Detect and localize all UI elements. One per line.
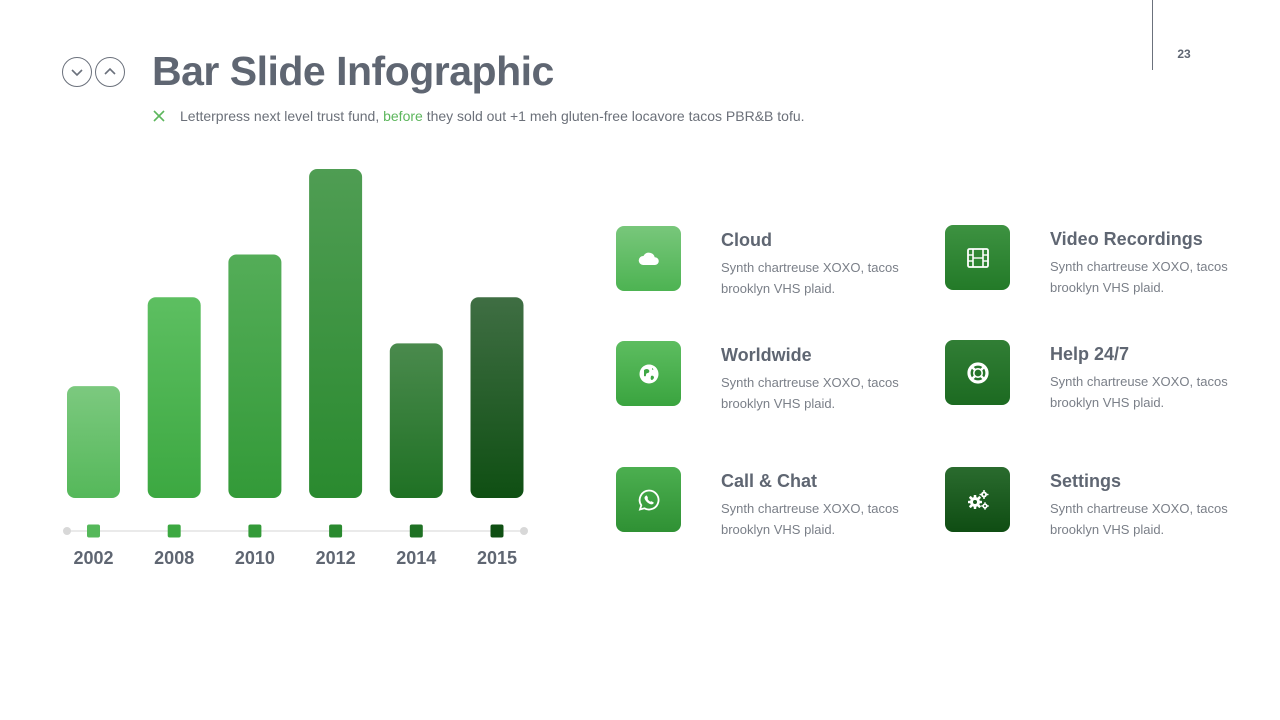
axis-marker <box>329 524 343 538</box>
globe-icon <box>639 364 658 383</box>
cloud-icon-box <box>616 226 681 291</box>
axis-marker <box>409 524 423 538</box>
x-tick-label: 2010 <box>235 548 275 568</box>
axis-marker <box>167 524 181 538</box>
page-number: 23 <box>1177 47 1191 61</box>
feature-desc: Synth chartreuse XOXO, tacos brooklyn VH… <box>1050 501 1228 537</box>
feature-title: Settings <box>1050 471 1122 491</box>
x-tick-label: 2008 <box>154 548 194 568</box>
feature-title: Video Recordings <box>1050 229 1203 249</box>
subtitle-accent: before <box>383 108 423 124</box>
lifebuoy-icon <box>966 361 989 384</box>
feature-desc: Synth chartreuse XOXO, tacos brooklyn VH… <box>1050 259 1228 295</box>
film-icon <box>966 247 989 268</box>
axis-end-dot <box>520 527 528 535</box>
globe-icon-box <box>616 341 681 406</box>
lifebuoy-icon-box <box>945 340 1010 405</box>
bar-2015 <box>470 297 524 498</box>
x-tick-label: 2015 <box>477 548 517 568</box>
feature-title: Call & Chat <box>721 471 818 491</box>
gears-icon <box>967 489 989 510</box>
whatsapp-icon-box <box>616 467 681 532</box>
feature-desc: Synth chartreuse XOXO, tacos brooklyn VH… <box>721 375 899 411</box>
subtitle: Letterpress next level trust fund, befor… <box>180 108 805 124</box>
feature-desc: Synth chartreuse XOXO, tacos brooklyn VH… <box>1050 374 1228 410</box>
subtitle-text-start: Letterpress next level trust fund, <box>180 108 384 124</box>
page-title: Bar Slide Infographic <box>152 48 554 94</box>
axis-marker <box>248 524 262 538</box>
feature-title: Help 24/7 <box>1050 344 1130 364</box>
x-tick-label: 2012 <box>316 548 356 568</box>
close-x-icon <box>153 110 165 122</box>
bar-2002 <box>67 386 120 498</box>
chevron-down-icon <box>71 69 83 77</box>
axis-marker <box>490 524 504 538</box>
bar-2014 <box>389 343 443 498</box>
bar-chart: 2002 2008 2010 2012 2014 2015 <box>63 169 528 568</box>
feature-desc: Synth chartreuse XOXO, tacos brooklyn VH… <box>721 260 899 296</box>
x-tick-label: 2002 <box>73 548 113 568</box>
cloud-icon <box>638 252 659 265</box>
subtitle-row: Letterpress next level trust fund, befor… <box>152 108 805 124</box>
feature-title: Cloud <box>721 230 772 250</box>
bar-2010 <box>228 254 282 498</box>
bar-2008 <box>147 297 201 498</box>
chevron-up-icon <box>104 67 116 75</box>
bar-2012 <box>309 169 363 498</box>
film-icon-box <box>945 225 1010 290</box>
axis-marker <box>87 524 100 538</box>
feature-desc: Synth chartreuse XOXO, tacos brooklyn VH… <box>721 501 899 537</box>
feature-title: Worldwide <box>721 345 812 365</box>
previous-button[interactable] <box>62 57 92 87</box>
x-tick-label: 2014 <box>396 548 436 568</box>
slide-nav <box>62 57 125 87</box>
subtitle-text-end: they sold out +1 meh gluten-free locavor… <box>422 108 805 124</box>
next-button[interactable] <box>95 57 125 87</box>
whatsapp-icon <box>638 489 659 511</box>
gears-icon-box <box>945 467 1010 532</box>
axis-end-dot <box>63 527 71 535</box>
divider-line <box>1152 0 1153 70</box>
